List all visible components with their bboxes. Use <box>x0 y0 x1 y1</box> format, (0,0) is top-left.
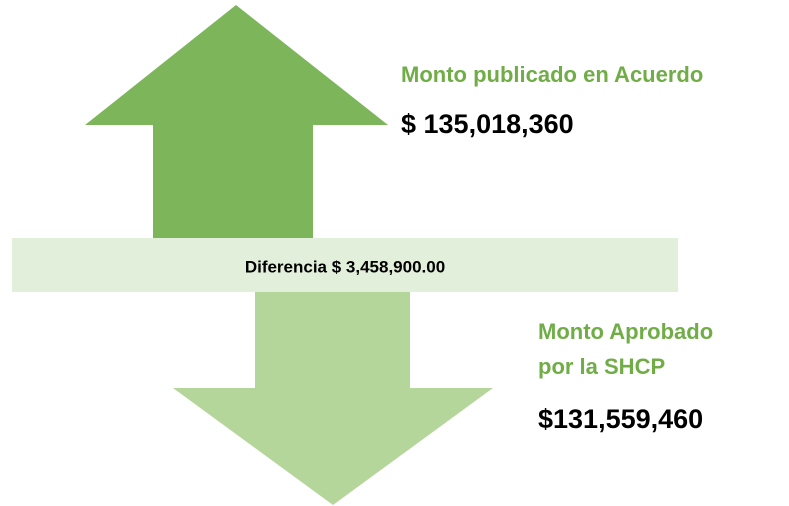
lower-label: Monto Aprobado <box>538 319 713 344</box>
up-arrow <box>85 5 388 240</box>
lower-label: por la SHCP <box>538 354 665 379</box>
difference-band <box>12 238 678 292</box>
difference-text: Diferencia $ 3,458,900.00 <box>245 257 445 276</box>
upper-label: Monto publicado en Acuerdo <box>401 62 703 87</box>
upper-amount: $ 135,018,360 <box>401 109 574 139</box>
lower-amount: $131,559,460 <box>538 404 703 434</box>
down-arrow <box>173 290 493 505</box>
